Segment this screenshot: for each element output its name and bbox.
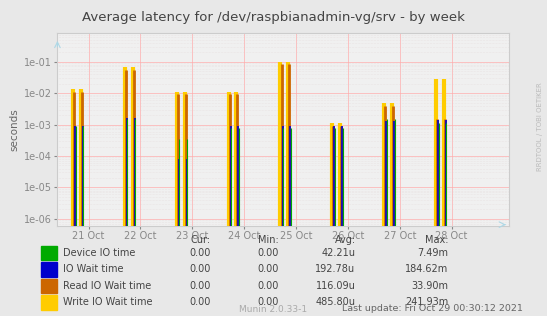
Text: 0.00: 0.00	[189, 247, 211, 258]
Text: 184.62m: 184.62m	[405, 264, 449, 274]
Text: Write IO Wait time: Write IO Wait time	[63, 297, 153, 307]
Text: 116.09u: 116.09u	[316, 281, 356, 291]
Text: 42.21u: 42.21u	[322, 247, 356, 258]
Text: 0.00: 0.00	[258, 281, 279, 291]
Text: Avg:: Avg:	[334, 235, 356, 245]
Text: 0.00: 0.00	[258, 264, 279, 274]
Bar	[41, 262, 57, 277]
Text: Device IO time: Device IO time	[63, 247, 135, 258]
Text: 0.00: 0.00	[189, 264, 211, 274]
Text: 0.00: 0.00	[258, 247, 279, 258]
Text: 241.93m: 241.93m	[405, 297, 449, 307]
Text: 0.00: 0.00	[258, 297, 279, 307]
Bar	[41, 246, 57, 260]
Text: 0.00: 0.00	[189, 297, 211, 307]
Text: 192.78u: 192.78u	[316, 264, 356, 274]
Text: Read IO Wait time: Read IO Wait time	[63, 281, 151, 291]
Text: Min:: Min:	[258, 235, 279, 245]
Text: RRDTOOL / TOBI OETIKER: RRDTOOL / TOBI OETIKER	[537, 82, 543, 171]
Text: IO Wait time: IO Wait time	[63, 264, 124, 274]
Text: 0.00: 0.00	[189, 281, 211, 291]
Text: 7.49m: 7.49m	[417, 247, 449, 258]
Text: Cur:: Cur:	[190, 235, 211, 245]
Bar	[41, 295, 57, 310]
Text: Max:: Max:	[425, 235, 449, 245]
Text: Average latency for /dev/raspbianadmin-vg/srv - by week: Average latency for /dev/raspbianadmin-v…	[82, 11, 465, 24]
Text: Munin 2.0.33-1: Munin 2.0.33-1	[240, 306, 307, 314]
Y-axis label: seconds: seconds	[10, 108, 20, 151]
Text: Last update: Fri Oct 29 00:30:12 2021: Last update: Fri Oct 29 00:30:12 2021	[342, 304, 523, 313]
Text: 485.80u: 485.80u	[316, 297, 356, 307]
Text: 33.90m: 33.90m	[411, 281, 449, 291]
Bar	[41, 279, 57, 293]
